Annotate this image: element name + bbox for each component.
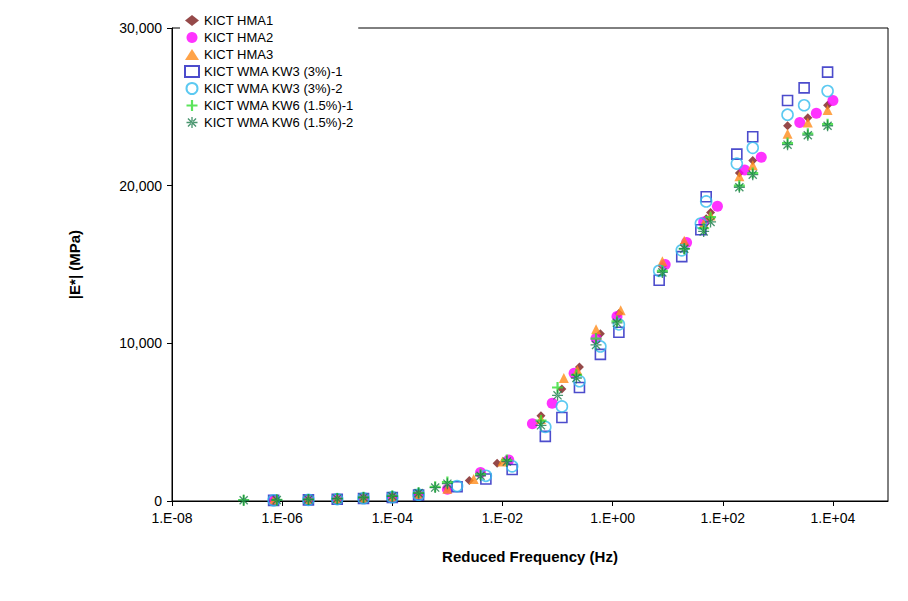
svg-text:30,000: 30,000 [119, 20, 162, 36]
svg-text:Reduced Frequency (Hz): Reduced Frequency (Hz) [442, 548, 618, 565]
svg-text:1.E+02: 1.E+02 [700, 510, 745, 526]
svg-text:20,000: 20,000 [119, 178, 162, 194]
svg-text:KICT HMA3: KICT HMA3 [204, 47, 273, 62]
svg-text:KICT WMA KW6 (1.5%)-2: KICT WMA KW6 (1.5%)-2 [204, 115, 353, 130]
svg-text:KICT WMA KW3 (3%)-2: KICT WMA KW3 (3%)-2 [204, 81, 342, 96]
svg-text:|E*| (MPa): |E*| (MPa) [66, 230, 83, 299]
svg-text:KICT WMA KW6 (1.5%)-1: KICT WMA KW6 (1.5%)-1 [204, 98, 353, 113]
svg-text:KICT HMA1: KICT HMA1 [204, 13, 273, 28]
svg-text:1.E-02: 1.E-02 [482, 510, 523, 526]
svg-text:1.E-04: 1.E-04 [372, 510, 413, 526]
svg-text:10,000: 10,000 [119, 335, 162, 351]
svg-text:1.E-06: 1.E-06 [262, 510, 303, 526]
svg-text:KICT WMA KW3 (3%)-1: KICT WMA KW3 (3%)-1 [204, 64, 342, 79]
svg-text:0: 0 [154, 493, 162, 509]
svg-text:KICT HMA2: KICT HMA2 [204, 30, 273, 45]
svg-text:1.E+04: 1.E+04 [811, 510, 856, 526]
svg-text:1.E-08: 1.E-08 [151, 510, 192, 526]
svg-text:1.E+00: 1.E+00 [590, 510, 635, 526]
